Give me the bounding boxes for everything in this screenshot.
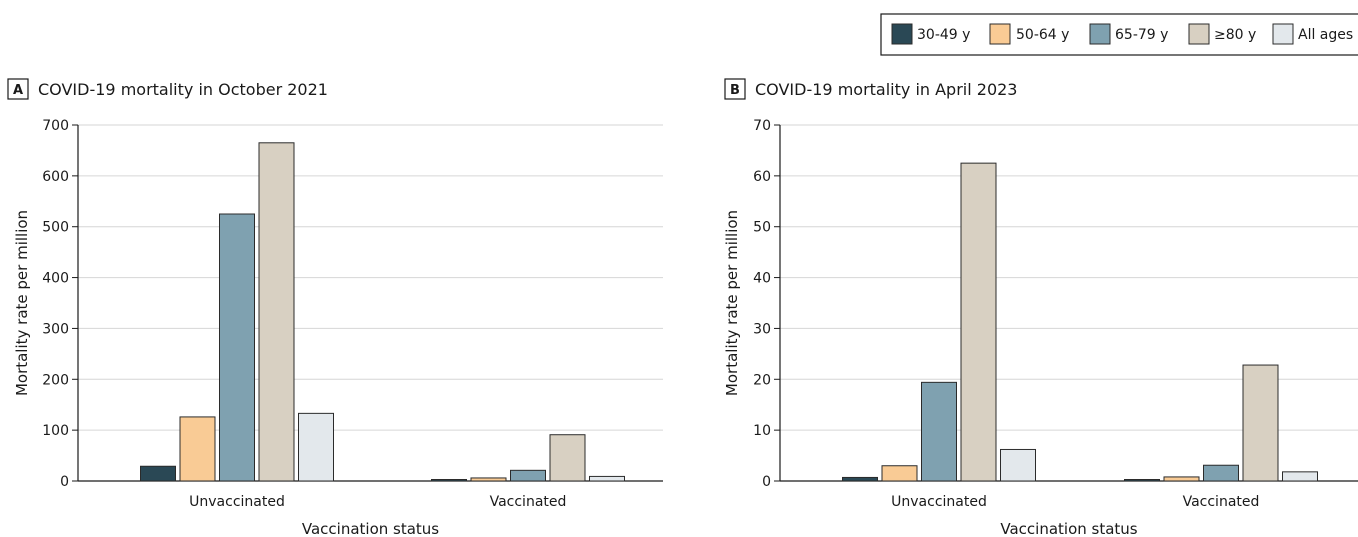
bar-unvaccinated-50-64-y bbox=[881, 465, 918, 482]
legend-label-all-ages: All ages bbox=[1298, 27, 1353, 43]
panel-a: A COVID-19 mortality in October 2021 0 100 2… bbox=[7, 78, 663, 537]
x-category-label: Unvaccinated bbox=[891, 494, 987, 510]
bar-vaccinated-30-49-y bbox=[1124, 479, 1160, 482]
bar-unvaccinated-65-79-y bbox=[219, 213, 255, 482]
y-tick-label: 300 bbox=[42, 321, 69, 337]
x-category-label: Vaccinated bbox=[1183, 494, 1260, 510]
legend-swatch-50-64-y bbox=[989, 23, 1011, 45]
x-category-label: Unvaccinated bbox=[189, 494, 285, 510]
x-category-label: Vaccinated bbox=[490, 494, 567, 510]
y-tick-label: 600 bbox=[42, 169, 69, 185]
y-tick-label: 0 bbox=[762, 474, 771, 490]
y-tick-label: 700 bbox=[42, 118, 69, 134]
bar-vaccinated-30-49-y bbox=[431, 479, 467, 482]
y-tick-label: 10 bbox=[753, 423, 771, 439]
y-tick-label: 100 bbox=[42, 423, 69, 439]
legend-label-50-64-y: 50-64 y bbox=[1016, 27, 1069, 43]
bar-vaccinated-ge80-y bbox=[549, 434, 586, 482]
legend-label-65-79-y: 65-79 y bbox=[1115, 27, 1168, 43]
y-axis-label: Mortality rate per million bbox=[13, 210, 31, 396]
bar-unvaccinated-all-ages bbox=[298, 412, 334, 482]
y-tick-label: 400 bbox=[42, 271, 69, 287]
panel-title: COVID-19 mortality in April 2023 bbox=[755, 80, 1017, 99]
bar-vaccinated-all-ages bbox=[589, 475, 625, 482]
bar-unvaccinated-30-49-y bbox=[140, 465, 176, 482]
y-tick-label: 30 bbox=[753, 321, 771, 337]
y-tick-label: 0 bbox=[60, 474, 69, 490]
bar-unvaccinated-65-79-y bbox=[921, 381, 957, 482]
bar-unvaccinated-ge80-y bbox=[258, 142, 295, 482]
bar-unvaccinated-50-64-y bbox=[179, 416, 216, 482]
y-axis-label: Mortality rate per million bbox=[723, 210, 741, 396]
panel-letter: A bbox=[13, 83, 23, 98]
legend-swatch-30-49-y bbox=[891, 23, 913, 45]
bar-vaccinated-50-64-y bbox=[470, 477, 507, 482]
bar-unvaccinated-all-ages bbox=[1000, 448, 1036, 482]
bar-vaccinated-ge80-y bbox=[1242, 364, 1279, 482]
bar-unvaccinated-ge80-y bbox=[960, 162, 997, 482]
legend-label-ge80-y: ≥80 y bbox=[1214, 27, 1256, 43]
y-tick-label: 40 bbox=[753, 271, 771, 287]
panel-title: COVID-19 mortality in October 2021 bbox=[38, 80, 328, 99]
y-tick-label: 60 bbox=[753, 169, 771, 185]
panel-letter-box bbox=[7, 78, 29, 100]
x-axis-label: Vaccination status bbox=[1000, 520, 1137, 537]
bar-vaccinated-65-79-y bbox=[510, 469, 546, 482]
panel-letter: B bbox=[730, 83, 740, 98]
x-axis-label: Vaccination status bbox=[302, 520, 439, 537]
y-tick-label: 200 bbox=[42, 372, 69, 388]
legend-label-30-49-y: 30-49 y bbox=[917, 27, 970, 43]
y-tick-label: 20 bbox=[753, 372, 771, 388]
legend: 30-49 y 50-64 y 65-79 y ≥80 y All ages bbox=[880, 13, 1358, 56]
y-tick-label: 500 bbox=[42, 220, 69, 236]
legend-swatch-ge80-y bbox=[1188, 23, 1210, 45]
bar-vaccinated-50-64-y bbox=[1163, 476, 1200, 482]
legend-swatch-all-ages bbox=[1272, 23, 1294, 45]
legend-swatch-65-79-y bbox=[1089, 23, 1111, 45]
y-tick-label: 70 bbox=[753, 118, 771, 134]
bar-vaccinated-65-79-y bbox=[1203, 464, 1239, 482]
panel-letter-box bbox=[724, 78, 746, 100]
panel-b: B COVID-19 mortality in April 2023 0 10 20 30… bbox=[723, 78, 1358, 537]
bar-vaccinated-all-ages bbox=[1282, 471, 1318, 482]
bar-unvaccinated-30-49-y bbox=[842, 476, 878, 482]
y-tick-label: 50 bbox=[753, 220, 771, 236]
